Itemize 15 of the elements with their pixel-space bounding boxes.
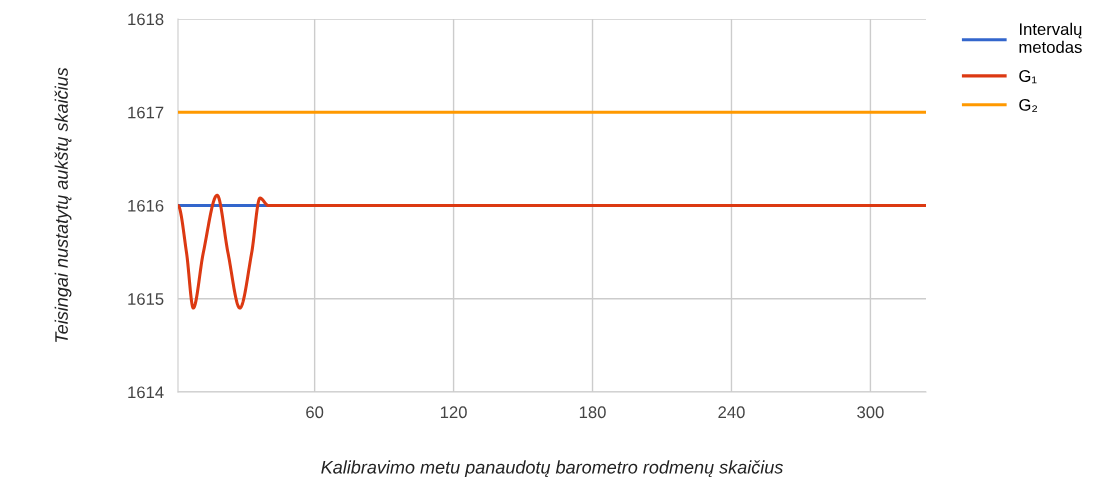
y-axis-title: Teisingai nustatytų aukštų skaičius	[54, 67, 72, 343]
x-tick-label: 120	[440, 406, 467, 419]
x-tick-label: 240	[718, 406, 745, 419]
legend-label: G₁	[1019, 70, 1037, 84]
y-tick-label: 1617	[128, 106, 164, 119]
y-tick-label: 1615	[128, 293, 164, 305]
x-tick-label: 300	[857, 406, 884, 419]
x-tick-label: 180	[579, 406, 606, 419]
y-tick-label: 1616	[128, 199, 164, 212]
legend-label: Intervalų metodas	[1019, 22, 1082, 54]
y-tick-label: 1618	[128, 13, 164, 26]
legend-label: G₂	[1019, 98, 1038, 113]
y-tick-label: 1614	[128, 386, 164, 399]
x-tick-label: 60	[306, 406, 324, 419]
x-axis-title: Kalibravimo metu panaudotų barometro rodmenų skaičius	[321, 460, 783, 477]
